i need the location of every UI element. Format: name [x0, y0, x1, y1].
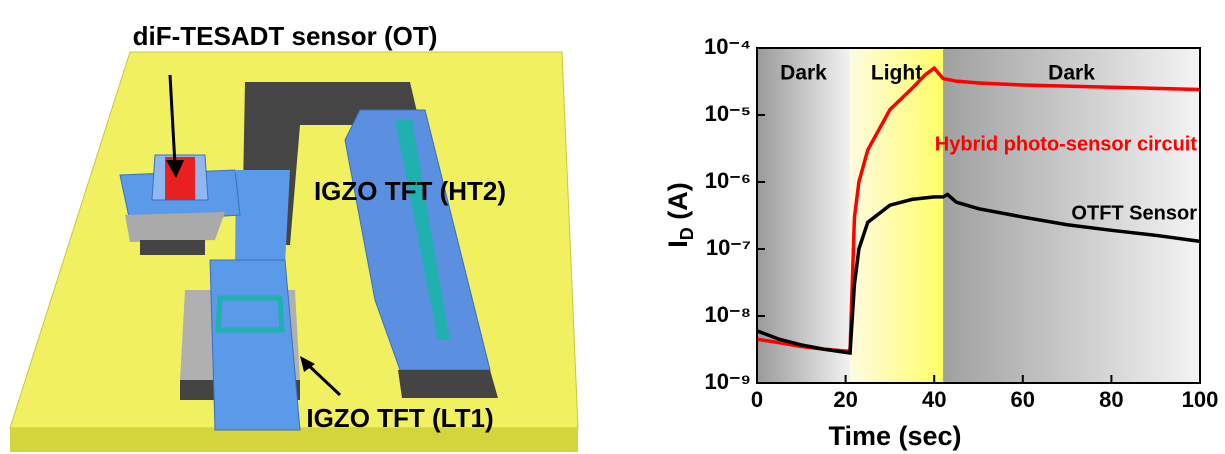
tft-ht2-pad [398, 370, 498, 398]
device-diagram: diF-TESADT sensor (OT) IGZO TFT (HT2) IG… [10, 21, 578, 452]
x-tick-label: 80 [1099, 387, 1123, 412]
chart: Time (sec) ID (A) Dark Light Dark Hybrid ph… [663, 34, 1218, 451]
y-axis-title-sub: D [677, 227, 697, 240]
x-axis-title: Time (sec) [828, 421, 961, 451]
y-tick-label: 10⁻⁵ [705, 101, 751, 126]
x-tick-label: 20 [833, 387, 857, 412]
y-tick-label: 10⁻⁴ [704, 34, 751, 59]
label-lt1: IGZO TFT (LT1) [306, 403, 493, 433]
y-tick-label: 10⁻⁹ [704, 369, 751, 394]
x-tick-label: 60 [1011, 387, 1035, 412]
sensor-base [125, 212, 225, 242]
label-ht2: IGZO TFT (HT2) [314, 176, 506, 206]
region-label: Dark [780, 62, 827, 85]
tft-lt1 [210, 260, 300, 430]
y-tick-label: 10⁻⁶ [705, 168, 751, 193]
sensor-pad [140, 240, 205, 255]
x-tick-label: 0 [751, 387, 763, 412]
series-label: Hybrid photo-sensor circuit [935, 133, 1198, 155]
y-axis-title-unit: (A) [663, 182, 693, 227]
region [757, 48, 850, 383]
series-label: OTFT Sensor [1071, 202, 1197, 224]
label-sensor: diF-TESADT sensor (OT) [133, 21, 438, 51]
wire-blue [235, 170, 290, 265]
y-tick-label: 10⁻⁷ [706, 235, 751, 260]
region-label: Light [871, 62, 922, 85]
y-axis-title-main: I [663, 240, 693, 248]
figure: diF-TESADT sensor (OT) IGZO TFT (HT2) IG… [0, 0, 1225, 454]
x-tick-label: 100 [1182, 387, 1219, 412]
region [850, 48, 943, 383]
y-tick-label: 10⁻⁸ [705, 302, 751, 327]
x-tick-label: 40 [922, 387, 946, 412]
y-axis-title: ID (A) [663, 182, 697, 248]
region-label: Dark [1048, 62, 1095, 85]
